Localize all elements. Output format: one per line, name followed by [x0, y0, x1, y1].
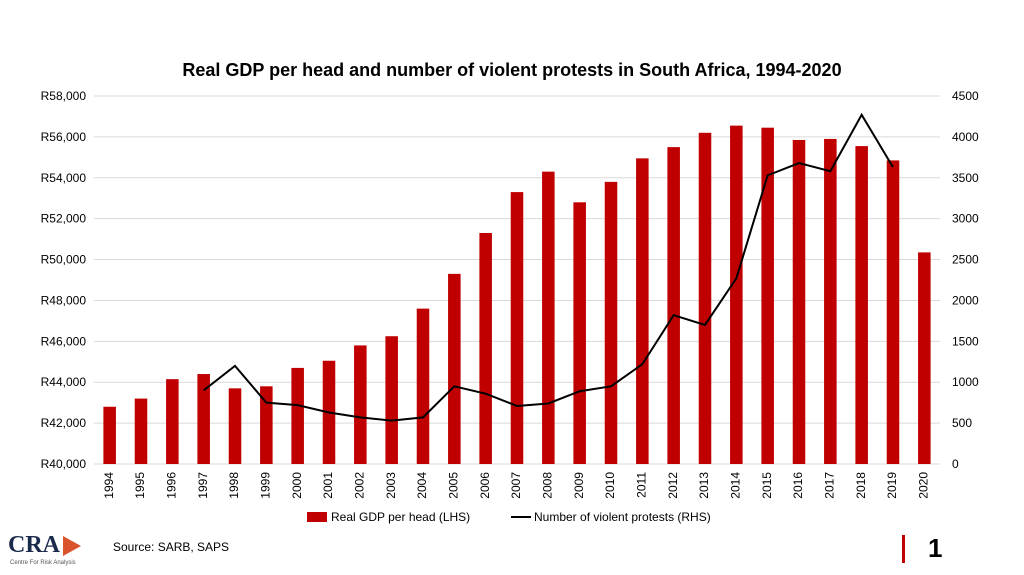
- x-tick-label: 2015: [760, 472, 774, 499]
- left-axis-ticks: R40,000 R42,000 R44,000 R46,000 R48,000 R50,0…: [41, 89, 87, 471]
- right-tick-label: 2000: [952, 293, 979, 307]
- left-tick-label: R48,000: [41, 293, 87, 307]
- gdp-bar: [667, 147, 680, 464]
- right-tick-label: 3000: [952, 212, 979, 226]
- gdp-bar: [855, 146, 868, 465]
- gdp-bar: [354, 345, 367, 464]
- right-tick-label: 2500: [952, 253, 979, 267]
- x-tick-label: 2007: [509, 472, 523, 499]
- left-tick-label: R58,000: [41, 89, 87, 103]
- legend-label-protests: Number of violent protests (RHS): [534, 510, 711, 524]
- gdp-bar: [886, 160, 900, 464]
- x-tick-label: 2019: [885, 472, 899, 499]
- gdp-bar: [385, 336, 398, 464]
- x-tick-label: 2011: [635, 472, 649, 498]
- x-tick-label: 2020: [917, 472, 931, 499]
- right-tick-label: 1000: [952, 375, 979, 389]
- x-tick-label: 1995: [133, 472, 147, 499]
- x-tick-label: 2006: [478, 472, 492, 499]
- gdp-bar: [510, 192, 524, 465]
- gdp-bar: [698, 132, 712, 465]
- x-tick-label: 1996: [165, 472, 179, 499]
- x-tick-label: 2000: [290, 472, 304, 499]
- right-tick-label: 1500: [952, 334, 979, 348]
- protests-line-path: [203, 112, 894, 422]
- left-tick-label: R46,000: [41, 334, 87, 348]
- gdp-bar: [228, 388, 242, 464]
- gdp-bar: [824, 138, 837, 464]
- right-tick-label: 500: [952, 416, 972, 430]
- left-tick-label: R56,000: [41, 130, 87, 144]
- gdp-bars: [103, 125, 931, 465]
- gdp-bar: [479, 232, 492, 464]
- x-tick-label: 2008: [541, 472, 555, 499]
- gdp-bar: [448, 273, 461, 464]
- x-tick-label: 1999: [259, 472, 273, 499]
- right-tick-label: 0: [952, 457, 959, 471]
- gdp-bar: [636, 158, 649, 464]
- legend-label-gdp: Real GDP per head (LHS): [331, 510, 470, 524]
- gdp-bar: [416, 308, 430, 464]
- gdp-bar: [542, 171, 555, 464]
- x-tick-label: 1998: [227, 472, 241, 499]
- x-tick-label: 2009: [572, 472, 586, 499]
- chart-title: Real GDP per head and number of violent …: [182, 60, 841, 80]
- left-tick-label: R44,000: [41, 375, 87, 389]
- left-tick-label: R54,000: [41, 171, 87, 185]
- left-tick-label: R52,000: [41, 212, 87, 226]
- x-tick-label: 2017: [823, 472, 837, 499]
- x-tick-label: 2013: [697, 472, 711, 499]
- right-axis-ticks: 0 500 1000 1500 2000 2500 3000 3500 4000 4500: [952, 89, 979, 471]
- page-divider: [902, 535, 905, 563]
- x-tick-label: 2014: [729, 472, 743, 499]
- cra-logo: CRA Centre For Risk Analysis: [8, 532, 98, 572]
- x-tick-label: 1997: [196, 472, 210, 499]
- left-tick-label: R50,000: [41, 253, 87, 267]
- x-tick-label: 1994: [102, 472, 116, 499]
- logo-subtitle: Centre For Risk Analysis: [10, 560, 76, 566]
- legend-swatch-gdp: [307, 512, 327, 522]
- gdp-bar: [103, 406, 116, 464]
- x-tick-label: 2016: [791, 472, 805, 499]
- page-number: 1: [928, 533, 943, 563]
- gdp-bar: [792, 139, 806, 464]
- legend: Real GDP per head (LHS) Number of violen…: [307, 510, 711, 524]
- logo-text: CRA: [8, 532, 60, 558]
- gdp-bar: [761, 127, 774, 464]
- gdp-bar: [730, 125, 743, 465]
- x-tick-label: 2004: [415, 472, 429, 499]
- protests-line: [203, 112, 894, 422]
- x-tick-label: 2010: [603, 472, 617, 499]
- right-tick-label: 4500: [952, 89, 979, 103]
- gdp-bar: [291, 367, 304, 464]
- right-tick-label: 3500: [952, 171, 979, 185]
- gdp-bar: [166, 379, 179, 464]
- logo-arrow-icon: [63, 536, 81, 556]
- gdp-bar: [918, 252, 931, 464]
- x-tick-label: 2003: [384, 472, 398, 499]
- gdp-bar: [604, 181, 618, 464]
- x-tick-label: 2002: [353, 472, 367, 499]
- x-tick-label: 2012: [666, 472, 680, 499]
- right-tick-label: 4000: [952, 130, 979, 144]
- gdp-bar: [197, 374, 210, 464]
- source-note: Source: SARB, SAPS: [113, 540, 230, 554]
- x-axis-ticks: 1994 1995 1996 1997 1998 1999 2000 2001 2002 2003…: [102, 472, 931, 499]
- left-tick-label: R40,000: [41, 457, 87, 471]
- left-tick-label: R42,000: [41, 416, 87, 430]
- gdp-bar: [134, 398, 148, 464]
- x-tick-label: 2018: [854, 472, 868, 499]
- gdp-bar: [260, 386, 273, 464]
- gdp-bar: [573, 202, 586, 465]
- x-tick-label: 2001: [321, 472, 335, 499]
- x-tick-label: 2005: [447, 472, 461, 499]
